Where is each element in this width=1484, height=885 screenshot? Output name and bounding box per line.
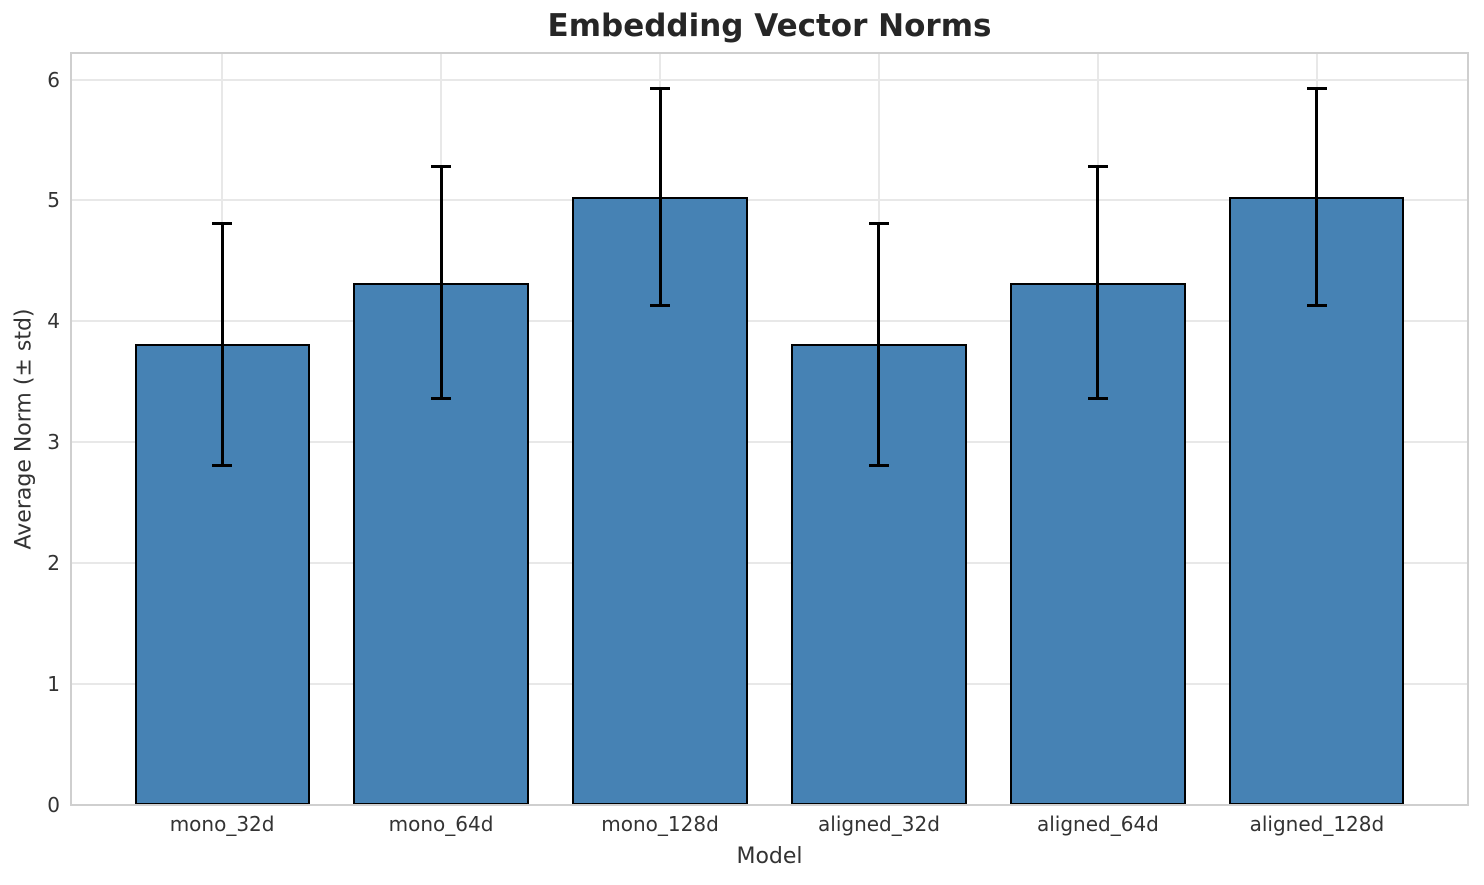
bar xyxy=(1010,282,1186,805)
error-bar-line xyxy=(439,166,443,399)
x-tick-label: aligned_64d xyxy=(1036,812,1159,836)
gridline-horizontal xyxy=(71,78,1468,81)
error-bar-line xyxy=(877,223,881,466)
error-bar-line xyxy=(658,88,662,306)
y-tick-label: 2 xyxy=(47,551,60,576)
error-bar-cap-top xyxy=(868,221,889,225)
y-tick-label: 1 xyxy=(47,672,60,697)
error-bar-cap-bottom xyxy=(650,304,671,308)
error-bar-line xyxy=(1315,88,1319,306)
y-tick-label: 0 xyxy=(47,793,60,817)
y-tick-label: 6 xyxy=(47,67,60,92)
x-tick-label: mono_64d xyxy=(388,812,494,836)
error-bar-cap-bottom xyxy=(431,397,452,401)
x-tick-label: aligned_32d xyxy=(818,812,940,836)
error-bar-line xyxy=(1096,166,1100,399)
plot-area xyxy=(71,53,1468,805)
y-tick-label: 3 xyxy=(47,430,60,455)
gridline-horizontal xyxy=(71,441,1468,444)
x-tick-label: aligned_128d xyxy=(1249,812,1385,836)
error-bar-cap-bottom xyxy=(1087,397,1108,401)
error-bar-cap-bottom xyxy=(1306,304,1327,308)
error-bar-cap-top xyxy=(212,221,233,225)
error-bar-cap-top xyxy=(650,86,671,90)
x-tick-label: mono_128d xyxy=(601,812,719,836)
error-bar-cap-bottom xyxy=(868,463,889,467)
gridline-horizontal xyxy=(71,199,1468,202)
gridline-horizontal xyxy=(71,683,1468,686)
x-tick-label: mono_32d xyxy=(169,812,275,836)
y-tick-label: 5 xyxy=(47,188,60,213)
gridline-horizontal xyxy=(71,562,1468,565)
error-bar-cap-top xyxy=(1306,86,1327,90)
y-tick-label: 4 xyxy=(47,309,60,334)
gridline-horizontal xyxy=(71,320,1468,323)
chart-title: Embedding Vector Norms xyxy=(547,8,992,44)
error-bar-cap-top xyxy=(431,165,452,169)
x-axis-label: Model xyxy=(736,844,803,869)
error-bar-cap-top xyxy=(1087,165,1108,169)
error-bar-line xyxy=(220,223,224,466)
error-bar-cap-bottom xyxy=(212,463,233,467)
